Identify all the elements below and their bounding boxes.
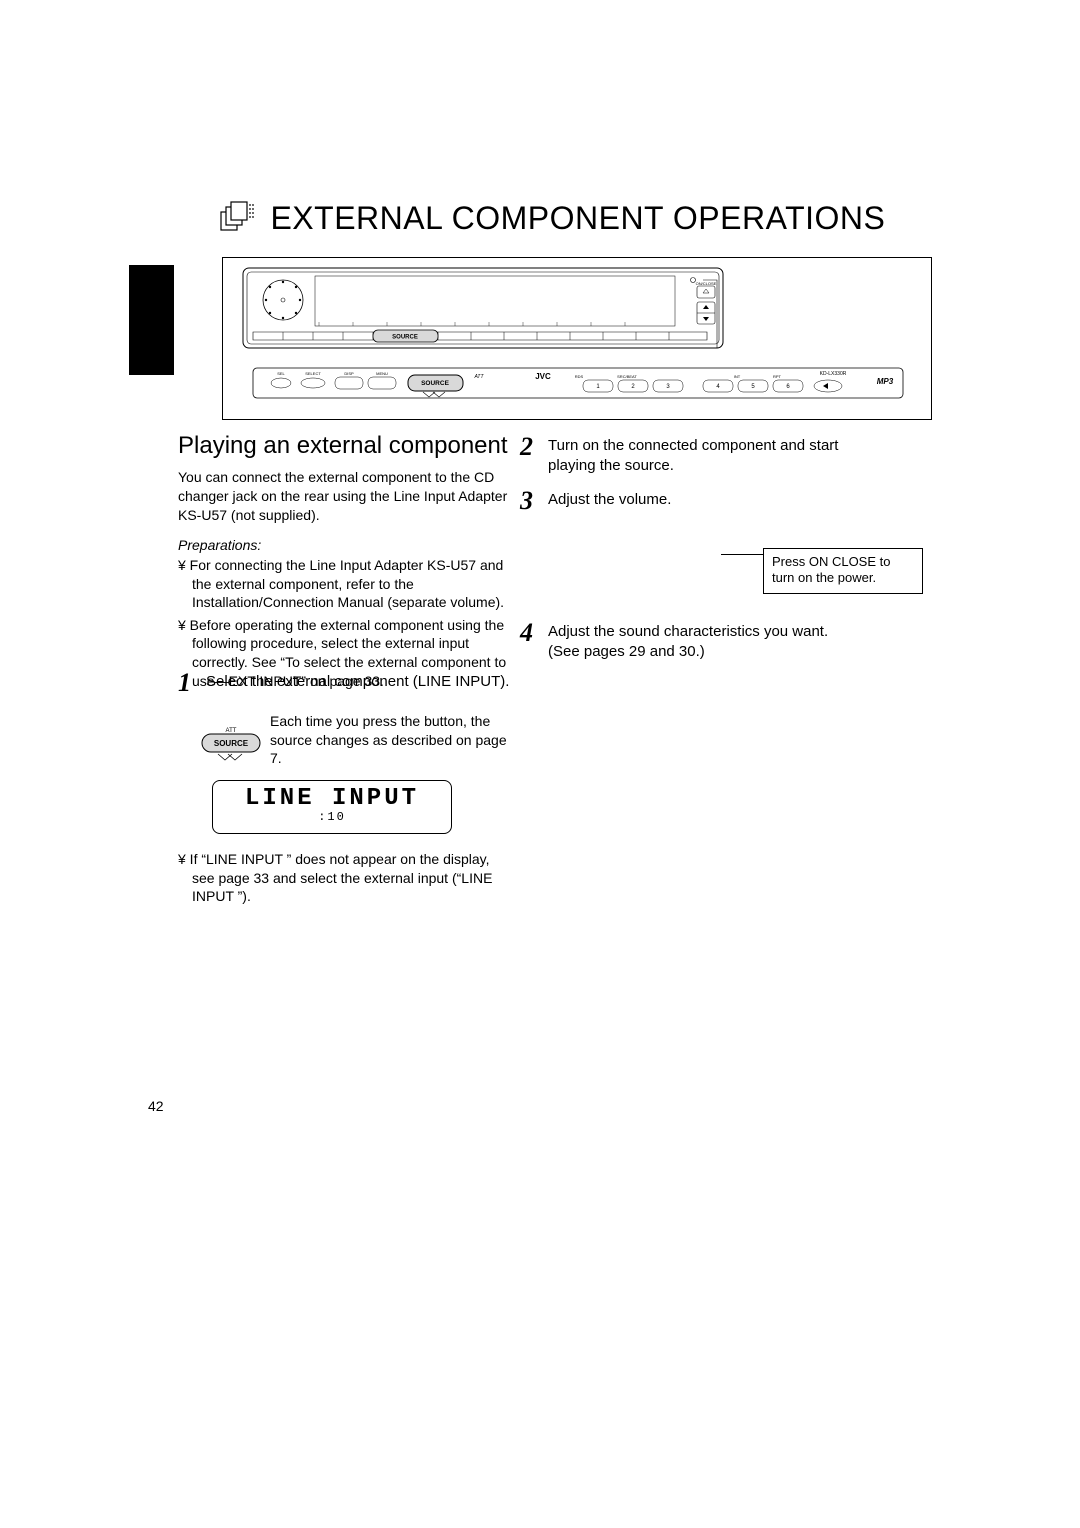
intro-paragraph: You can connect the external component t… <box>178 468 508 525</box>
source-note: Each time you press the button, the sour… <box>270 712 520 768</box>
step-3: 3 Adjust the volume. <box>520 490 860 510</box>
section-tab <box>129 265 174 375</box>
section-heading: Playing an external component <box>178 432 508 460</box>
svg-text:ATT: ATT <box>226 728 237 734</box>
step-text: Adjust the volume. <box>548 490 860 510</box>
svg-text:SOURCE: SOURCE <box>392 335 418 341</box>
step-text: Turn on the connected component and star… <box>548 436 860 477</box>
svg-text:INT: INT <box>734 374 741 379</box>
svg-text:ATT: ATT <box>473 374 484 380</box>
svg-text:DISP: DISP <box>344 371 354 376</box>
svg-text:RDS: RDS <box>575 374 584 379</box>
manual-page: EXTERNAL COMPONENT OPERATIONS ON/CLOS <box>0 0 1080 1528</box>
step-text: Select the external component (LINE INPU… <box>206 672 518 692</box>
svg-text:ON/CLOSE: ON/CLOSE <box>696 281 717 286</box>
lcd-display: LINE INPUT :10 <box>212 780 452 834</box>
step-number: 4 <box>520 618 533 648</box>
list-item: ¥ If “LINE INPUT ” does not appear on th… <box>178 850 508 906</box>
step-text: Adjust the sound characteristics you wan… <box>548 622 860 663</box>
list-item: ¥ For connecting the Line Input Adapter … <box>178 556 518 612</box>
component-icon <box>220 201 256 236</box>
svg-text:SRC/BEAT: SRC/BEAT <box>617 374 637 379</box>
step-number: 3 <box>520 486 533 516</box>
svg-text:MP3: MP3 <box>877 377 894 386</box>
lcd-sub-text: :10 <box>213 810 451 824</box>
step-4: 4 Adjust the sound characteristics you w… <box>520 622 860 663</box>
callout-leader-line <box>721 554 765 555</box>
step-number: 1 <box>178 668 191 698</box>
step-1: 1 Select the external component (LINE IN… <box>178 672 518 692</box>
svg-text:SOURCE: SOURCE <box>421 380 449 387</box>
svg-text:KD-LX330R: KD-LX330R <box>820 371 847 377</box>
callout-text: Press ON CLOSE to turn on the power. <box>772 554 890 585</box>
preparations-heading: Preparations: <box>178 537 261 553</box>
svg-text:SELECT: SELECT <box>305 371 321 376</box>
step-1-note: ¥ If “LINE INPUT ” does not appear on th… <box>178 850 508 906</box>
svg-text:MENU: MENU <box>376 371 388 376</box>
svg-text:SEL: SEL <box>277 371 285 376</box>
device-illustration: ON/CLOSE <box>222 257 932 420</box>
lcd-main-text: LINE INPUT <box>213 785 451 812</box>
svg-text:JVC: JVC <box>535 372 551 381</box>
source-button-icon: ATT SOURCE <box>200 724 262 775</box>
svg-text:SOURCE: SOURCE <box>214 739 249 748</box>
page-title-row: EXTERNAL COMPONENT OPERATIONS <box>220 200 940 237</box>
power-callout: Press ON CLOSE to turn on the power. <box>763 548 923 594</box>
page-number: 42 <box>148 1098 164 1114</box>
page-title: EXTERNAL COMPONENT OPERATIONS <box>270 200 885 236</box>
step-2: 2 Turn on the connected component and st… <box>520 436 860 477</box>
step-number: 2 <box>520 432 533 462</box>
source-button-row: ATT SOURCE Each time you press the butto… <box>200 712 520 768</box>
svg-text:RPT: RPT <box>773 374 782 379</box>
